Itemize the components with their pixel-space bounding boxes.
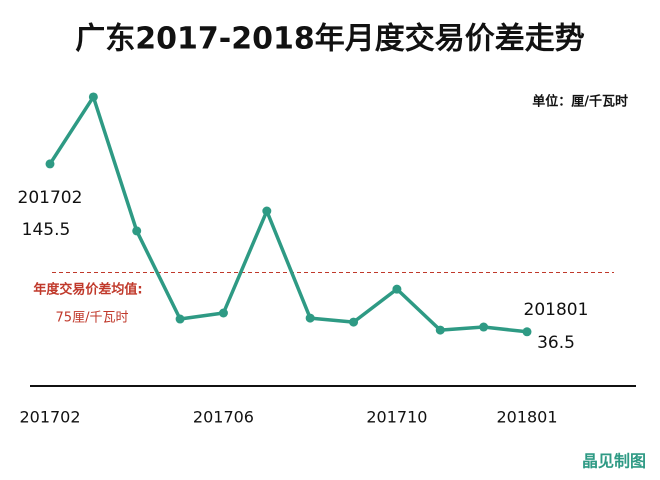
data-point [218,308,228,318]
data-point [305,313,315,323]
point-category-label: 201801 [524,300,589,320]
data-point [435,325,445,335]
source-label: 晶见制图 [582,452,646,471]
data-point [132,226,142,236]
x-tick-label: 201710 [366,408,427,427]
point-value-label: 145.5 [22,220,71,240]
data-point [522,327,532,337]
data-point [88,92,98,102]
data-point [349,317,359,327]
point-category-label: 201702 [18,188,83,208]
data-point [175,314,185,324]
unit-label: 单位：厘/千瓦时 [532,94,628,110]
point-value-label: 36.5 [537,333,575,353]
x-tick-label: 201801 [496,408,557,427]
x-tick-label: 201706 [193,408,254,427]
data-point [479,322,489,332]
data-point [392,284,402,294]
chart-title: 广东2017-2018年月度交易价差走势 [75,22,584,57]
series-line [48,95,528,334]
reference-label: 年度交易价差均值: [33,282,142,298]
x-tick-label: 201702 [19,408,80,427]
data-point [262,206,272,216]
data-point [45,159,55,169]
reference-value-label: 75厘/千瓦时 [56,311,129,326]
